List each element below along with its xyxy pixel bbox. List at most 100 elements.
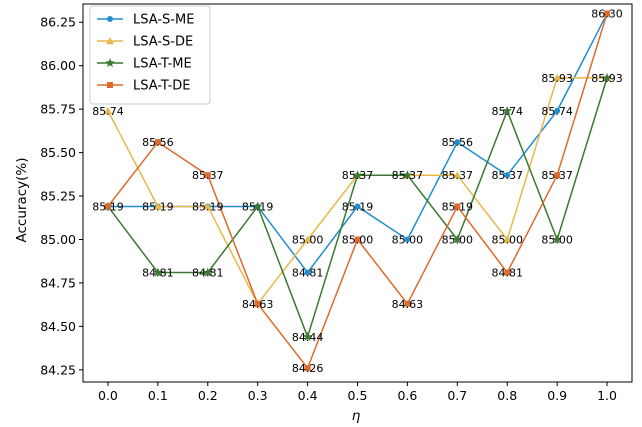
data-point-lsa-s-me [304, 269, 311, 276]
y-tick-label: 85.00 [40, 232, 76, 247]
data-label-lsa-t-de: 85.00 [342, 233, 374, 246]
legend: LSA-S-ME LSA-S-DE LSA-T-ME LSA-T-DE [89, 5, 211, 105]
data-label-lsa-t-me: 85.00 [442, 233, 474, 246]
legend-box [89, 5, 211, 105]
data-label-lsa-s-me: 85.19 [342, 200, 374, 213]
y-tick-label: 85.50 [40, 145, 76, 160]
legend-label-lsa-s-de: LSA-S-DE [133, 35, 193, 50]
x-tick-label: 0.6 [397, 388, 417, 403]
data-label-lsa-t-me: 85.00 [541, 233, 573, 246]
y-tick-label: 85.25 [40, 189, 76, 204]
data-point-lsa-t-me [302, 331, 313, 341]
data-point-lsa-s-me [554, 107, 561, 114]
data-label-lsa-t-de: 85.19 [442, 200, 474, 213]
data-point-lsa-s-me [404, 236, 411, 243]
data-label-lsa-s-me: 85.56 [442, 136, 474, 149]
data-point-lsa-s-de [153, 202, 162, 210]
data-label-lsa-t-me: 84.44 [292, 331, 324, 344]
legend-label-lsa-t-de: LSA-T-DE [133, 79, 191, 94]
data-point-lsa-t-de [504, 269, 511, 276]
data-label-lsa-s-me: 85.19 [242, 200, 274, 213]
data-label-lsa-s-de: 85.74 [92, 105, 124, 118]
data-point-lsa-t-me [352, 170, 363, 180]
legend-marker-lsa-s-me [107, 16, 113, 22]
y-tick-label: 86.00 [40, 58, 76, 73]
y-tick-label: 86.25 [40, 15, 76, 30]
data-point-lsa-t-de [154, 139, 161, 146]
y-tick-label: 85.75 [40, 102, 76, 117]
data-label-lsa-s-de: 85.19 [142, 200, 174, 213]
data-point-lsa-t-me [602, 72, 612, 82]
data-label-lsa-s-me: 85.37 [491, 169, 523, 182]
y-tick-label: 84.75 [40, 275, 76, 290]
data-point-lsa-s-me [504, 172, 511, 179]
data-label-lsa-t-de: 85.56 [142, 136, 174, 149]
x-tick-label: 0.0 [98, 388, 118, 403]
data-point-lsa-t-de [604, 10, 611, 17]
data-point-lsa-t-de [304, 365, 311, 372]
data-label-lsa-s-de: 85.00 [292, 233, 324, 246]
data-label-lsa-s-me: 84.81 [292, 267, 324, 280]
data-point-lsa-s-de [203, 202, 212, 210]
legend-marker-lsa-t-de [107, 82, 113, 88]
x-tick-label: 0.5 [348, 388, 368, 403]
data-point-lsa-s-me [454, 139, 461, 146]
data-label-lsa-s-de: 85.00 [491, 233, 523, 246]
y-tick-label: 84.50 [40, 319, 76, 334]
legend-marker-lsa-s-de [106, 37, 114, 45]
legend-marker-lsa-t-me [105, 58, 115, 68]
x-axis-label: η [352, 408, 361, 424]
y-tick-label: 84.25 [40, 362, 76, 377]
data-label-lsa-t-de: 84.81 [491, 267, 523, 280]
data-point-lsa-s-de [303, 235, 312, 243]
data-label-lsa-t-de: 84.26 [292, 362, 324, 375]
x-tick-label: 0.3 [248, 388, 268, 403]
x-tick-label: 0.7 [447, 388, 467, 403]
data-point-lsa-t-de [254, 300, 261, 307]
data-point-lsa-s-de [103, 106, 112, 115]
data-label-lsa-s-me: 86.30 [591, 8, 623, 21]
data-point-lsa-s-de [553, 73, 562, 82]
data-point-lsa-s-de [453, 171, 462, 179]
data-point-lsa-t-de [404, 300, 411, 307]
data-label-lsa-t-me: 85.74 [491, 105, 523, 118]
data-label-lsa-s-de: 85.93 [591, 72, 623, 85]
x-tick-label: 0.1 [148, 388, 168, 403]
data-label-lsa-t-me: 84.81 [192, 267, 224, 280]
legend-label-lsa-s-me: LSA-S-ME [133, 13, 194, 28]
data-point-lsa-t-me [252, 201, 263, 211]
x-tick-label: 0.8 [497, 388, 517, 403]
data-labels: 85.19 85.19 84.81 85.19 85.00 85.56 85.37 85.74… [92, 8, 623, 376]
data-label-lsa-s-me: 85.19 [192, 200, 224, 213]
data-point-lsa-t-de [454, 203, 461, 210]
data-label-lsa-t-me: 85.37 [392, 169, 424, 182]
data-point-lsa-t-de [104, 203, 111, 210]
data-label-lsa-t-me: 84.81 [142, 267, 174, 280]
data-point-lsa-t-de [354, 236, 361, 243]
axes: 0.0 0.1 0.2 0.3 0.4 0.5 0.6 0.7 0.8 0.9 1.0 84.25 84… [40, 15, 617, 403]
y-axis-label: Accuracy(%) [14, 158, 30, 243]
plot-area [103, 10, 612, 372]
x-tick-label: 1.0 [597, 388, 617, 403]
data-point-lsa-t-me [452, 234, 463, 244]
data-label-lsa-t-me: 85.19 [92, 200, 124, 213]
data-point-lsa-t-de [204, 172, 211, 179]
data-point-lsa-s-de [503, 235, 512, 243]
data-point-lsa-s-me [354, 203, 361, 210]
data-point-lsa-t-me [552, 234, 562, 244]
data-label-lsa-s-me: 85.74 [541, 105, 573, 118]
data-point-lsa-t-me [502, 105, 512, 115]
data-label-lsa-t-de: 84.63 [242, 298, 274, 311]
x-tick-label: 0.2 [198, 388, 218, 403]
data-point-lsa-t-me [402, 170, 413, 180]
data-label-lsa-s-de: 85.93 [541, 72, 573, 85]
data-point-lsa-t-me [153, 267, 163, 277]
data-label-lsa-s-me: 85.00 [392, 233, 424, 246]
data-label-lsa-t-me: 85.37 [342, 169, 374, 182]
legend-label-lsa-t-me: LSA-T-ME [133, 57, 192, 72]
x-tick-label: 0.9 [547, 388, 567, 403]
data-point-lsa-t-de [554, 172, 561, 179]
data-label-lsa-t-de: 85.37 [192, 169, 224, 182]
data-label-lsa-t-de: 84.63 [392, 298, 424, 311]
